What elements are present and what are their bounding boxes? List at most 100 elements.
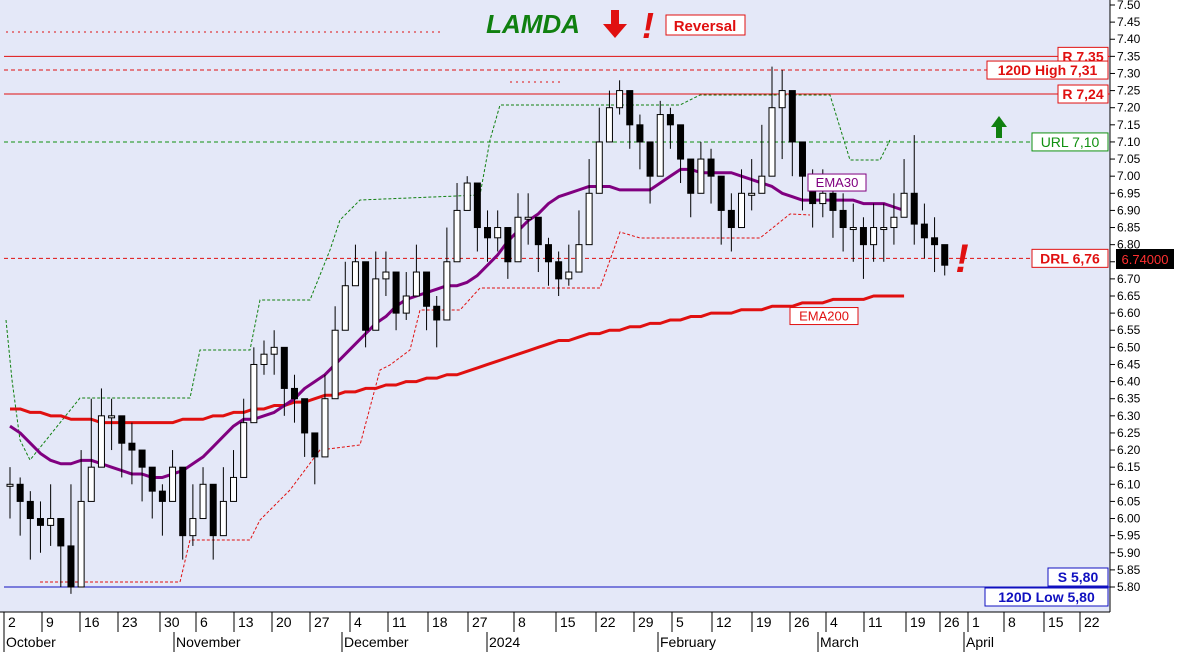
- chart-title: LAMDA: [486, 9, 580, 39]
- x-day-label: 29: [638, 614, 654, 630]
- last-price-box: [1116, 249, 1174, 269]
- candle-body: [382, 271, 390, 280]
- candle-body: [758, 175, 766, 194]
- level-label-box: [1031, 132, 1109, 152]
- candle-body: [158, 490, 166, 502]
- candle-body: [36, 518, 44, 526]
- y-tick-label: 5.90: [1117, 546, 1141, 560]
- x-day-label: 12: [716, 614, 732, 630]
- candle-body: [443, 261, 451, 321]
- candle-body: [169, 466, 177, 502]
- candle-body: [778, 90, 786, 109]
- y-tick-label: 6.60: [1117, 306, 1141, 320]
- candle-body: [484, 227, 492, 239]
- x-axis-ticks: 2 9 16 23 30 6 13 20 27 4 11 18 27 8 15 22 29 5 12 19 26 4 11 1…: [3, 612, 1100, 652]
- x-month-label: February: [660, 634, 716, 650]
- level-label-text: S 5,80: [1058, 569, 1099, 585]
- x-day-label: 16: [84, 614, 100, 630]
- candle-body: [829, 192, 837, 211]
- candle-body: [372, 278, 380, 331]
- candle-body: [311, 432, 319, 458]
- level-lines: [4, 31, 1110, 588]
- candle-body: [57, 518, 65, 547]
- x-month-label: March: [820, 634, 859, 650]
- x-day-label: 20: [276, 614, 292, 630]
- candle-body: [626, 90, 634, 126]
- candle-body: [727, 209, 735, 229]
- last-price-label: 6.74000: [1122, 252, 1169, 267]
- candle-body: [931, 237, 939, 246]
- candle-body: [748, 192, 756, 196]
- candle-body: [392, 271, 400, 314]
- candle-body: [585, 192, 593, 246]
- x-month-label: December: [344, 634, 409, 650]
- candle-body: [900, 192, 908, 218]
- candle-body: [870, 227, 878, 246]
- candle-body: [209, 483, 217, 537]
- y-tick-label: 7.45: [1117, 15, 1141, 29]
- candle-body: [707, 158, 715, 177]
- ema30-series: [9, 167, 905, 479]
- y-tick-label: 6.80: [1117, 238, 1141, 252]
- ema200-label: EMA200: [799, 309, 849, 324]
- y-tick-label: 6.55: [1117, 323, 1141, 337]
- candle-body: [920, 223, 928, 239]
- level-label-text: 120D Low 5,80: [998, 589, 1095, 605]
- ema200-label-box: [789, 307, 859, 326]
- candle-body: [6, 483, 14, 487]
- level-label-box: [984, 587, 1109, 607]
- x-day-label: 13: [238, 614, 254, 630]
- y-tick-label: 7.05: [1117, 152, 1141, 166]
- x-day-label: 19: [756, 614, 772, 630]
- candle-body: [280, 346, 288, 389]
- ema30-label: EMA30: [816, 175, 859, 190]
- candle-body: [138, 449, 146, 468]
- y-tick-label: 6.10: [1117, 477, 1141, 491]
- candle-body: [270, 346, 278, 355]
- x-day-label: 26: [944, 614, 960, 630]
- candle-body: [148, 466, 156, 492]
- x-day-label: 26: [794, 614, 810, 630]
- candle-body: [321, 398, 329, 458]
- level-label-text: R 7,24: [1062, 86, 1103, 102]
- candle-body: [189, 518, 197, 537]
- candle-body: [880, 227, 888, 231]
- candle-body: [118, 415, 126, 444]
- upper-trail-line: [5, 94, 891, 461]
- y-tick-label: 7.15: [1117, 118, 1141, 132]
- y-axis-background: [1110, 0, 1188, 662]
- candle-body: [859, 227, 867, 246]
- candles: [6, 66, 949, 594]
- candle-body: [555, 261, 563, 280]
- x-day-label: 15: [1048, 614, 1064, 630]
- candle-body: [301, 398, 309, 434]
- candle-body: [738, 192, 746, 229]
- y-tick-label: 6.70: [1117, 272, 1141, 286]
- warning-exclamation: !: [955, 237, 968, 281]
- y-tick-label: 6.85: [1117, 221, 1141, 235]
- up-arrow-icon: [991, 116, 1007, 138]
- x-day-label: 11: [392, 614, 407, 630]
- candle-body: [697, 158, 705, 194]
- y-tick-label: 7.20: [1117, 101, 1141, 115]
- candle-body: [717, 175, 725, 211]
- candle-body: [463, 182, 471, 211]
- x-day-label: 23: [122, 614, 138, 630]
- candle-body: [565, 271, 573, 280]
- level-label-box: [1057, 84, 1109, 104]
- reversal-box: [665, 14, 746, 36]
- candle-body: [595, 141, 603, 194]
- level-label-text: DRL 6,76: [1040, 250, 1100, 266]
- candle-body: [77, 500, 85, 588]
- candle-body: [250, 363, 258, 424]
- y-tick-label: 6.45: [1117, 357, 1141, 371]
- candle-body: [788, 90, 796, 143]
- candle-body: [362, 261, 370, 331]
- candle-body: [646, 141, 654, 177]
- candle-body: [616, 90, 624, 109]
- candle-body: [534, 216, 542, 246]
- y-tick-label: 6.05: [1117, 494, 1141, 508]
